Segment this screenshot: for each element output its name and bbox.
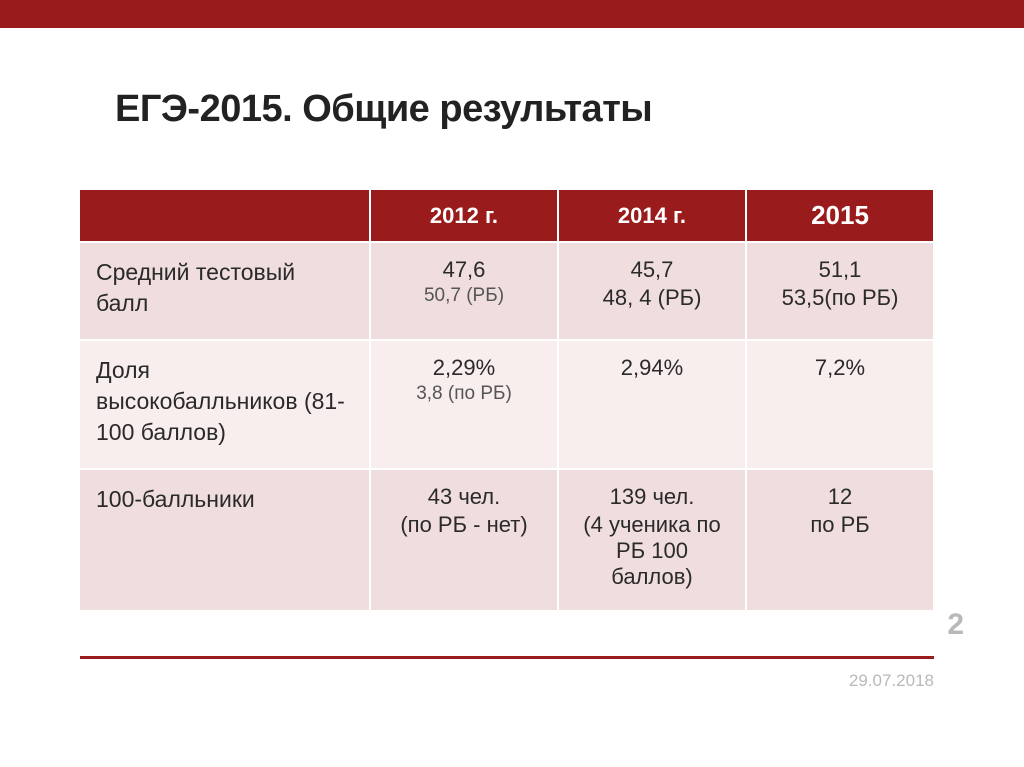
slide: ЕГЭ-2015. Общие результаты 2012 г. 2014 … <box>0 0 1024 767</box>
cell-100-2015: 12 по РБ <box>746 469 934 610</box>
cell-high-2012: 2,29% 3,8 (по РБ) <box>370 340 558 469</box>
col-header-2015: 2015 <box>746 190 934 242</box>
page-number: 2 <box>947 608 964 642</box>
results-table-wrap: 2012 г. 2014 г. 2015 Средний тестовый ба… <box>80 190 935 610</box>
cell-secondary: (по РБ - нет) <box>387 512 541 538</box>
cell-primary: 12 <box>763 484 917 510</box>
cell-avg-2015: 51,1 53,5(по РБ) <box>746 242 934 340</box>
col-header-2012: 2012 г. <box>370 190 558 242</box>
cell-secondary: 53,5(по РБ) <box>763 285 917 311</box>
cell-primary: 45,7 <box>575 257 729 283</box>
cell-primary: 2,94% <box>575 355 729 381</box>
cell-secondary: 3,8 (по РБ) <box>387 383 541 405</box>
row-label-high-scorers: Доля высокобалльников (81-100 баллов) <box>80 340 370 469</box>
cell-secondary: (4 ученика по РБ 100 баллов) <box>575 512 729 590</box>
slide-title: ЕГЭ-2015. Общие результаты <box>115 88 652 131</box>
table-row: 100-балльники 43 чел. (по РБ - нет) 139 … <box>80 469 934 610</box>
cell-100-2014: 139 чел. (4 ученика по РБ 100 баллов) <box>558 469 746 610</box>
cell-high-2014: 2,94% <box>558 340 746 469</box>
footer-date: 29.07.2018 <box>849 671 934 691</box>
cell-primary: 2,29% <box>387 355 541 381</box>
cell-100-2012: 43 чел. (по РБ - нет) <box>370 469 558 610</box>
row-label-avg-score: Средний тестовый балл <box>80 242 370 340</box>
cell-secondary: 48, 4 (РБ) <box>575 285 729 311</box>
cell-avg-2014: 45,7 48, 4 (РБ) <box>558 242 746 340</box>
cell-secondary: 50,7 (РБ) <box>387 285 541 307</box>
col-header-blank <box>80 190 370 242</box>
col-header-2014: 2014 г. <box>558 190 746 242</box>
bottom-divider <box>80 656 934 659</box>
top-accent-bar <box>0 0 1024 28</box>
cell-primary: 47,6 <box>387 257 541 283</box>
cell-secondary: по РБ <box>763 512 917 538</box>
cell-primary: 139 чел. <box>575 484 729 510</box>
table-row: Доля высокобалльников (81-100 баллов) 2,… <box>80 340 934 469</box>
table-row: Средний тестовый балл 47,6 50,7 (РБ) 45,… <box>80 242 934 340</box>
table-header-row: 2012 г. 2014 г. 2015 <box>80 190 934 242</box>
cell-primary: 43 чел. <box>387 484 541 510</box>
row-label-100-scorers: 100-балльники <box>80 469 370 610</box>
cell-avg-2012: 47,6 50,7 (РБ) <box>370 242 558 340</box>
cell-primary: 7,2% <box>763 355 917 381</box>
cell-primary: 51,1 <box>763 257 917 283</box>
results-table: 2012 г. 2014 г. 2015 Средний тестовый ба… <box>80 190 935 610</box>
cell-high-2015: 7,2% <box>746 340 934 469</box>
